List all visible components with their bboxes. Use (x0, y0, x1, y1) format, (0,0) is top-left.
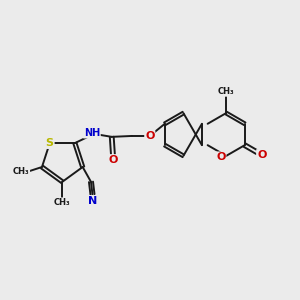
Text: S: S (46, 138, 54, 148)
Text: O: O (216, 152, 226, 162)
Text: CH₃: CH₃ (13, 167, 29, 176)
Text: O: O (145, 131, 154, 141)
Text: N: N (88, 196, 98, 206)
Text: O: O (257, 150, 266, 160)
Text: O: O (108, 155, 118, 165)
Text: CH₃: CH₃ (54, 198, 70, 207)
Text: NH: NH (84, 128, 100, 138)
Text: CH₃: CH₃ (218, 87, 235, 96)
